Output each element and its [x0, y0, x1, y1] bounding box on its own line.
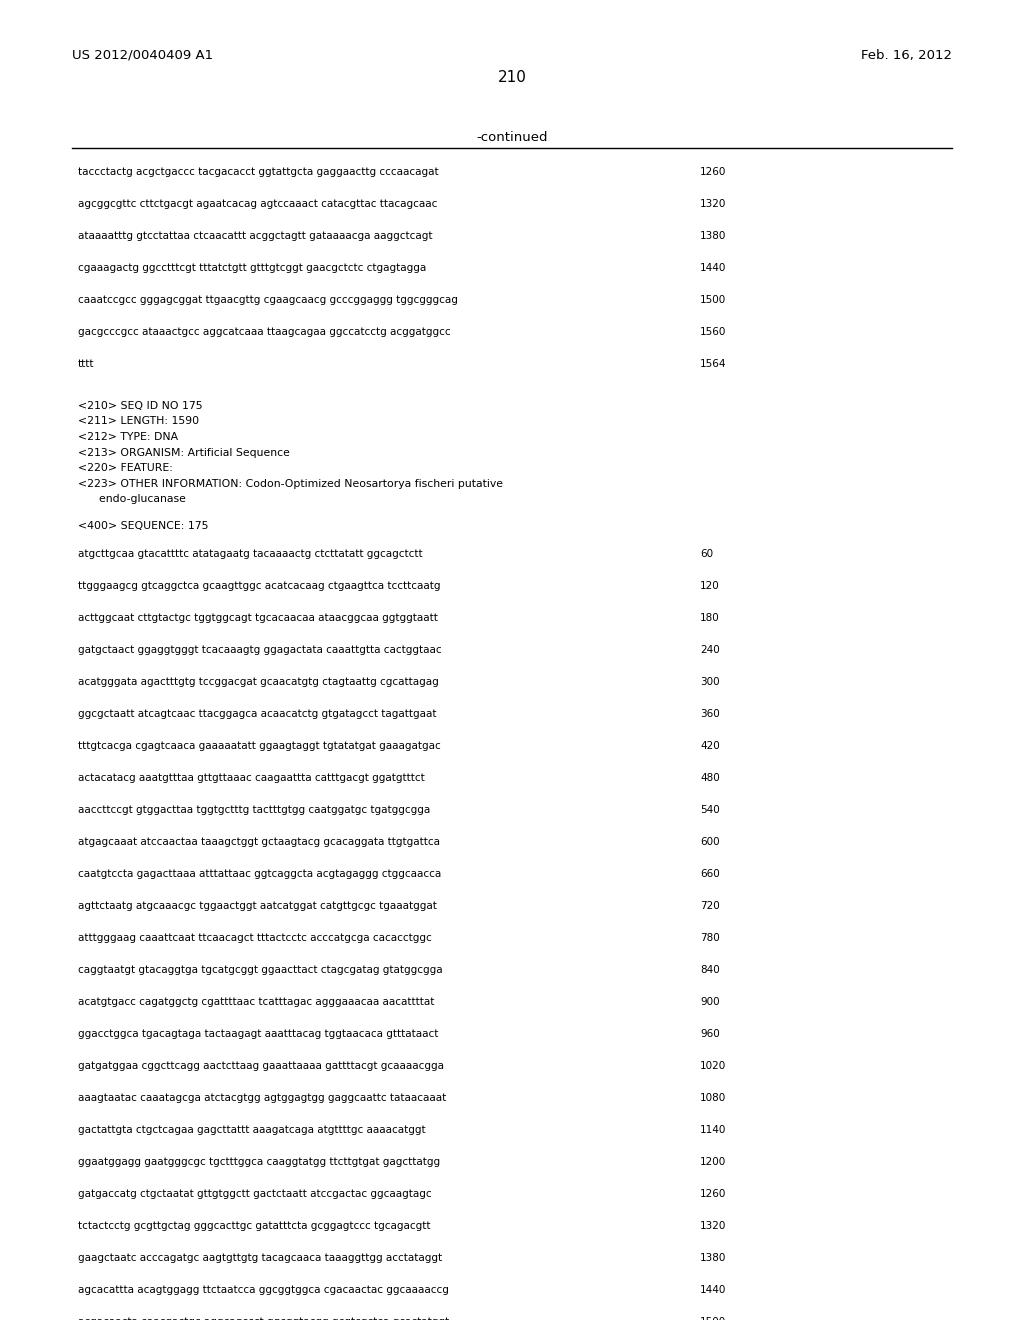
Text: -continued: -continued [476, 131, 548, 144]
Text: 1260: 1260 [700, 1189, 726, 1200]
Text: 540: 540 [700, 805, 720, 814]
Text: atttgggaag caaattcaat ttcaacagct tttactcctc acccatgcga cacacctggc: atttgggaag caaattcaat ttcaacagct tttactc… [78, 933, 432, 942]
Text: gactattgta ctgctcagaa gagcttattt aaagatcaga atgttttgc aaaacatggt: gactattgta ctgctcagaa gagcttattt aaagatc… [78, 1125, 426, 1135]
Text: 1500: 1500 [700, 1317, 726, 1320]
Text: 1440: 1440 [700, 1286, 726, 1295]
Text: 1500: 1500 [700, 296, 726, 305]
Text: 240: 240 [700, 644, 720, 655]
Text: tctactcctg gcgttgctag gggcacttgc gatatttcta gcggagtccc tgcagacgtt: tctactcctg gcgttgctag gggcacttgc gatattt… [78, 1221, 430, 1232]
Text: caatgtccta gagacttaaa atttattaac ggtcaggcta acgtagaggg ctggcaacca: caatgtccta gagacttaaa atttattaac ggtcagg… [78, 869, 441, 879]
Text: cgaaagactg ggcctttcgt tttatctgtt gtttgtcggt gaacgctctc ctgagtagga: cgaaagactg ggcctttcgt tttatctgtt gtttgtc… [78, 263, 426, 273]
Text: 360: 360 [700, 709, 720, 718]
Text: gatgaccatg ctgctaatat gttgtggctt gactctaatt atccgactac ggcaagtagc: gatgaccatg ctgctaatat gttgtggctt gactcta… [78, 1189, 432, 1200]
Text: <223> OTHER INFORMATION: Codon-Optimized Neosartorya fischeri putative: <223> OTHER INFORMATION: Codon-Optimized… [78, 479, 503, 488]
Text: gacgcccgcc ataaactgcc aggcatcaaa ttaagcagaa ggccatcctg acggatggcc: gacgcccgcc ataaactgcc aggcatcaaa ttaagca… [78, 327, 451, 337]
Text: 840: 840 [700, 965, 720, 975]
Text: <213> ORGANISM: Artificial Sequence: <213> ORGANISM: Artificial Sequence [78, 447, 290, 458]
Text: acatgggata agactttgtg tccggacgat gcaacatgtg ctagtaattg cgcattagag: acatgggata agactttgtg tccggacgat gcaacat… [78, 677, 438, 686]
Text: ggacctggca tgacagtaga tactaagagt aaatttacag tggtaacaca gtttataact: ggacctggca tgacagtaga tactaagagt aaattta… [78, 1030, 438, 1039]
Text: tttt: tttt [78, 359, 94, 370]
Text: 900: 900 [700, 997, 720, 1007]
Text: 1320: 1320 [700, 199, 726, 209]
Text: 180: 180 [700, 612, 720, 623]
Text: aaagtaatac caaatagcga atctacgtgg agtggagtgg gaggcaattc tataacaaat: aaagtaatac caaatagcga atctacgtgg agtggag… [78, 1093, 446, 1104]
Text: 300: 300 [700, 677, 720, 686]
Text: 420: 420 [700, 741, 720, 751]
Text: 780: 780 [700, 933, 720, 942]
Text: ggcgctaatt atcagtcaac ttacggagca acaacatctg gtgatagcct tagattgaat: ggcgctaatt atcagtcaac ttacggagca acaacat… [78, 709, 436, 718]
Text: caggtaatgt gtacaggtga tgcatgcggt ggaacttact ctagcgatag gtatggcgga: caggtaatgt gtacaggtga tgcatgcggt ggaactt… [78, 965, 442, 975]
Text: ggaatggagg gaatgggcgc tgctttggca caaggtatgg ttcttgtgat gagcttatgg: ggaatggagg gaatgggcgc tgctttggca caaggta… [78, 1158, 440, 1167]
Text: acttggcaat cttgtactgc tggtggcagt tgcacaacaa ataacggcaa ggtggtaatt: acttggcaat cttgtactgc tggtggcagt tgcacaa… [78, 612, 438, 623]
Text: 1200: 1200 [700, 1158, 726, 1167]
Text: 210: 210 [498, 70, 526, 84]
Text: caaatccgcc gggagcggat ttgaacgttg cgaagcaacg gcccggaggg tggcgggcag: caaatccgcc gggagcggat ttgaacgttg cgaagca… [78, 296, 458, 305]
Text: 720: 720 [700, 902, 720, 911]
Text: 600: 600 [700, 837, 720, 847]
Text: <210> SEQ ID NO 175: <210> SEQ ID NO 175 [78, 401, 203, 411]
Text: gaagctaatc acccagatgc aagtgttgtg tacagcaaca taaaggttgg acctataggt: gaagctaatc acccagatgc aagtgttgtg tacagca… [78, 1254, 442, 1263]
Text: <211> LENGTH: 1590: <211> LENGTH: 1590 [78, 417, 199, 426]
Text: actacatacg aaatgtttaa gttgttaaac caagaattta catttgacgt ggatgtttct: actacatacg aaatgtttaa gttgttaaac caagaat… [78, 772, 425, 783]
Text: 480: 480 [700, 772, 720, 783]
Text: endo-glucanase: endo-glucanase [78, 494, 186, 504]
Text: Feb. 16, 2012: Feb. 16, 2012 [861, 49, 952, 62]
Text: 1380: 1380 [700, 231, 726, 242]
Text: 1440: 1440 [700, 263, 726, 273]
Text: atgcttgcaa gtacattttc atatagaatg tacaaaactg ctcttatatt ggcagctctt: atgcttgcaa gtacattttc atatagaatg tacaaaa… [78, 549, 423, 558]
Text: atgagcaaat atccaactaa taaagctggt gctaagtacg gcacaggata ttgtgattca: atgagcaaat atccaactaa taaagctggt gctaagt… [78, 837, 440, 847]
Text: ttgggaagcg gtcaggctca gcaagttggc acatcacaag ctgaagttca tccttcaatg: ttgggaagcg gtcaggctca gcaagttggc acatcac… [78, 581, 440, 590]
Text: 1080: 1080 [700, 1093, 726, 1104]
Text: 1560: 1560 [700, 327, 726, 337]
Text: 1320: 1320 [700, 1221, 726, 1232]
Text: aaccttccgt gtggacttaa tggtgctttg tactttgtgg caatggatgc tgatggcgga: aaccttccgt gtggacttaa tggtgctttg tactttg… [78, 805, 430, 814]
Text: 1260: 1260 [700, 168, 726, 177]
Text: agcggcgttc cttctgacgt agaatcacag agtccaaact catacgttac ttacagcaac: agcggcgttc cttctgacgt agaatcacag agtccaa… [78, 199, 437, 209]
Text: 1380: 1380 [700, 1254, 726, 1263]
Text: acgacaacta caacgactgc aggcagccct ggcggtacgg gcgtcgctca gcactatggt: acgacaacta caacgactgc aggcagccct ggcggta… [78, 1317, 450, 1320]
Text: 1020: 1020 [700, 1061, 726, 1071]
Text: gatgctaact ggaggtgggt tcacaaagtg ggagactata caaattgtta cactggtaac: gatgctaact ggaggtgggt tcacaaagtg ggagact… [78, 644, 441, 655]
Text: agttctaatg atgcaaacgc tggaactggt aatcatggat catgttgcgc tgaaatggat: agttctaatg atgcaaacgc tggaactggt aatcatg… [78, 902, 437, 911]
Text: 1564: 1564 [700, 359, 726, 370]
Text: 660: 660 [700, 869, 720, 879]
Text: <400> SEQUENCE: 175: <400> SEQUENCE: 175 [78, 521, 209, 532]
Text: <220> FEATURE:: <220> FEATURE: [78, 463, 173, 473]
Text: 60: 60 [700, 549, 713, 558]
Text: acatgtgacc cagatggctg cgattttaac tcatttagac agggaaacaa aacattttat: acatgtgacc cagatggctg cgattttaac tcattta… [78, 997, 434, 1007]
Text: taccctactg acgctgaccc tacgacacct ggtattgcta gaggaacttg cccaacagat: taccctactg acgctgaccc tacgacacct ggtattg… [78, 168, 438, 177]
Text: 960: 960 [700, 1030, 720, 1039]
Text: tttgtcacga cgagtcaaca gaaaaatatt ggaagtaggt tgtatatgat gaaagatgac: tttgtcacga cgagtcaaca gaaaaatatt ggaagta… [78, 741, 440, 751]
Text: 120: 120 [700, 581, 720, 590]
Text: 1140: 1140 [700, 1125, 726, 1135]
Text: gatgatggaa cggcttcagg aactcttaag gaaattaaaa gattttacgt gcaaaacgga: gatgatggaa cggcttcagg aactcttaag gaaatta… [78, 1061, 444, 1071]
Text: ataaaatttg gtcctattaa ctcaacattt acggctagtt gataaaacga aaggctcagt: ataaaatttg gtcctattaa ctcaacattt acggcta… [78, 231, 432, 242]
Text: US 2012/0040409 A1: US 2012/0040409 A1 [72, 49, 213, 62]
Text: agcacattta acagtggagg ttctaatcca ggcggtggca cgacaactac ggcaaaaccg: agcacattta acagtggagg ttctaatcca ggcggtg… [78, 1286, 449, 1295]
Text: <212> TYPE: DNA: <212> TYPE: DNA [78, 432, 178, 442]
